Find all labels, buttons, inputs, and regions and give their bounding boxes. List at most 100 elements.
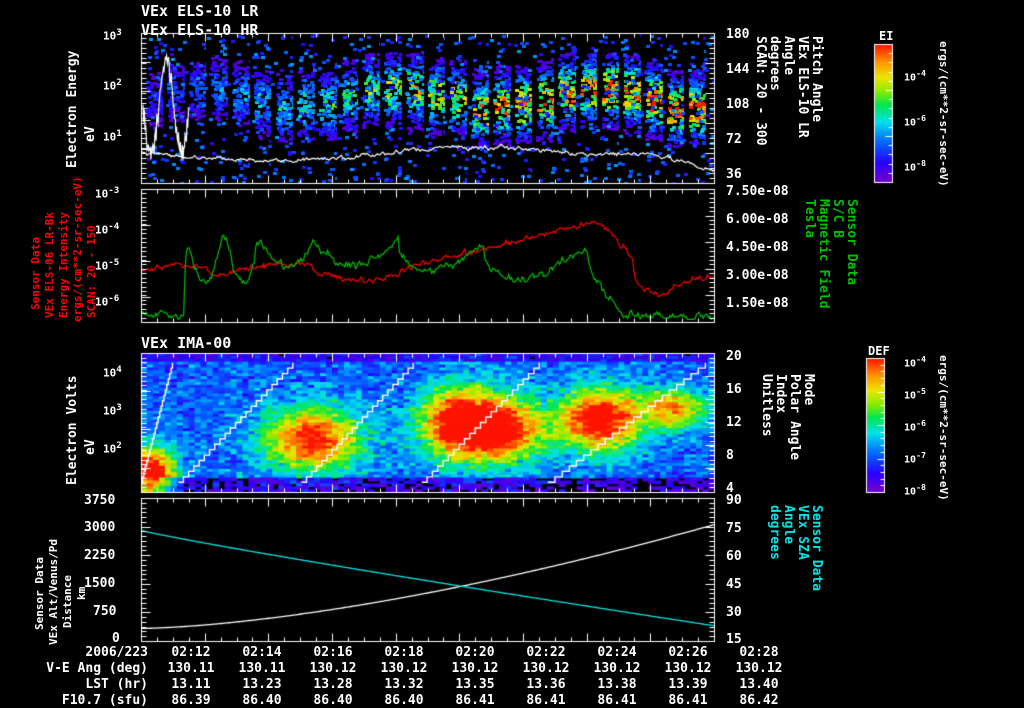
panel1-yaxis-label-line1: Electron Energy <box>65 50 80 168</box>
panel2-raxis-line2: S/C B <box>830 199 845 239</box>
table-cell-ve_ang-2: 130.12 <box>309 661 357 676</box>
panel2-yaxis-line3: Energy Intensity <box>57 212 70 318</box>
panel2-rtick-1: 7.50e-08 <box>726 184 789 199</box>
panel3-cbtick-2: 10-5 <box>904 386 927 402</box>
panel1-rtick-144: 144 <box>726 62 750 77</box>
panel1-rtick-180: 180 <box>726 27 750 42</box>
panel4-raxis-line1: Sensor Data <box>809 505 824 592</box>
panel3-yaxis-label: Electron Volts <box>65 375 80 485</box>
panel3-rtick-16: 16 <box>726 382 742 397</box>
table-cell-f107-8: 86.42 <box>739 693 779 708</box>
panel4-ytick-1500: 1500 <box>84 576 116 591</box>
panel2-rtick-2: 6.00e-08 <box>726 212 789 227</box>
panel4-ytick-3750: 3750 <box>84 493 116 508</box>
table-cell-time-1: 02:14 <box>242 645 282 660</box>
panel3-rtick-4: 4 <box>726 481 734 496</box>
table-row-label-2: LST (hr) <box>85 677 148 692</box>
panel1-ytick-100: 102 <box>103 77 122 93</box>
panel3-colorbar-name: DEF <box>868 344 890 358</box>
panel4-ytick-2250: 2250 <box>84 548 116 563</box>
table-cell-f107-7: 86.41 <box>668 693 708 708</box>
panel1-cbtick-2: 10-6 <box>904 113 927 129</box>
table-cell-time-2: 02:16 <box>313 645 353 660</box>
panel2-raxis-line4: Tesla <box>802 199 817 239</box>
panel3-ytick-1000: 103 <box>103 402 122 418</box>
table-cell-f107-2: 86.40 <box>313 693 353 708</box>
panel3-cbtick-4: 10-7 <box>904 450 927 466</box>
panel3-cbtick-3: 10-6 <box>904 418 927 434</box>
table-cell-ve_ang-0: 130.11 <box>167 661 215 676</box>
panel1-title-hr: VEx ELS-10 HR <box>141 21 259 39</box>
table-cell-f107-4: 86.41 <box>455 693 495 708</box>
panel2-yaxis-line1: Sensor Data <box>29 237 42 310</box>
panel1-raxis-line4: degrees <box>767 36 782 91</box>
table-cell-ve_ang-3: 130.12 <box>380 661 428 676</box>
panel3-rtick-12: 12 <box>726 415 742 430</box>
panel3-ytick-100: 102 <box>103 440 122 456</box>
panel1-colorbar-units: ergs/(cm**2-sr-sec-eV) <box>937 41 950 187</box>
panel3-cbtick-1: 10-4 <box>904 354 927 370</box>
table-cell-ve_ang-5: 130.12 <box>522 661 570 676</box>
panel4-yaxis-line2: VEx Alt/Venus/Pd <box>47 539 60 645</box>
table-cell-time-7: 02:26 <box>668 645 708 660</box>
table-cell-lst-6: 13.38 <box>597 677 637 692</box>
panel4-rtick-60: 60 <box>726 549 742 564</box>
panel3-raxis-line2: Polar Angle <box>787 374 802 461</box>
panel1-raxis-line1: Pitch Angle <box>809 36 824 123</box>
panel3-raxis-line1: Mode <box>801 374 816 406</box>
panel2-rtick-3: 4.50e-08 <box>726 240 789 255</box>
table-cell-time-4: 02:20 <box>455 645 495 660</box>
table-cell-f107-6: 86.41 <box>597 693 637 708</box>
table-cell-f107-0: 86.39 <box>171 693 211 708</box>
table-cell-f107-3: 86.40 <box>384 693 424 708</box>
panel2-ytick-1: 10-3 <box>95 185 120 201</box>
table-cell-ve_ang-6: 130.12 <box>593 661 641 676</box>
panel1-yaxis-label: Electron Energy <box>65 50 80 168</box>
table-cell-time-6: 02:24 <box>597 645 637 660</box>
panel4-ytick-3000: 3000 <box>84 520 116 535</box>
table-cell-ve_ang-8: 130.12 <box>735 661 783 676</box>
table-cell-lst-4: 13.35 <box>455 677 495 692</box>
panel3-rtick-8: 8 <box>726 448 734 463</box>
panel1-colorbar-name: EI <box>879 29 894 43</box>
table-cell-lst-0: 13.11 <box>171 677 211 692</box>
panel4-rtick-15: 15 <box>726 632 742 647</box>
table-cell-time-3: 02:18 <box>384 645 424 660</box>
table-cell-lst-2: 13.28 <box>313 677 353 692</box>
panel1-rtick-36: 36 <box>726 167 742 182</box>
table-cell-lst-7: 13.39 <box>668 677 708 692</box>
panel1-ytick-1000: 103 <box>103 27 122 43</box>
table-cell-ve_ang-4: 130.12 <box>451 661 499 676</box>
panel1-rtick-72: 72 <box>726 132 742 147</box>
panel3-raxis-line4: Unitless <box>759 374 774 437</box>
table-row-label-0: 2006/223 <box>85 645 148 660</box>
panel3-yaxis-unit: eV <box>83 439 98 455</box>
panel1-rtick-108: 108 <box>726 97 750 112</box>
panel4-ytick-0: 0 <box>112 631 120 646</box>
panel2-raxis-line1: Sensor Data <box>844 199 859 286</box>
panel2-rtick-4: 3.00e-08 <box>726 268 789 283</box>
table-cell-lst-5: 13.36 <box>526 677 566 692</box>
table-cell-f107-1: 86.40 <box>242 693 282 708</box>
panel3-title: VEx IMA-00 <box>141 334 232 352</box>
panel2-raxis-line3: Magnetic Field <box>816 199 831 309</box>
panel1-yaxis-unit-text: eV <box>83 126 98 142</box>
panel3-cbtick-5: 10-8 <box>904 482 927 498</box>
table-row-label-1: V-E Ang (deg) <box>46 661 148 676</box>
panel2-ytick-3: 10-5 <box>95 257 120 273</box>
panel1-title-lr: VEx ELS-10 LR <box>141 2 259 20</box>
panel1-ytick-10: 101 <box>103 128 122 144</box>
panel1-cbtick-1: 10-4 <box>904 68 927 84</box>
table-cell-time-0: 02:12 <box>171 645 211 660</box>
table-cell-lst-3: 13.32 <box>384 677 424 692</box>
panel2-rtick-5: 1.50e-08 <box>726 296 789 311</box>
panel4-raxis-line4: degrees <box>767 505 782 560</box>
panel2-ytick-4: 10-6 <box>95 293 120 309</box>
panel2-yaxis-line4: ergs/(cm**2-sr-sec-eV) <box>71 176 84 322</box>
panel1-yaxis-unit: eV <box>83 126 98 142</box>
table-cell-lst-8: 13.40 <box>739 677 779 692</box>
table-row-label-3: F10.7 (sfu) <box>61 693 148 708</box>
table-cell-lst-1: 13.23 <box>242 677 282 692</box>
table-cell-ve_ang-7: 130.12 <box>664 661 712 676</box>
